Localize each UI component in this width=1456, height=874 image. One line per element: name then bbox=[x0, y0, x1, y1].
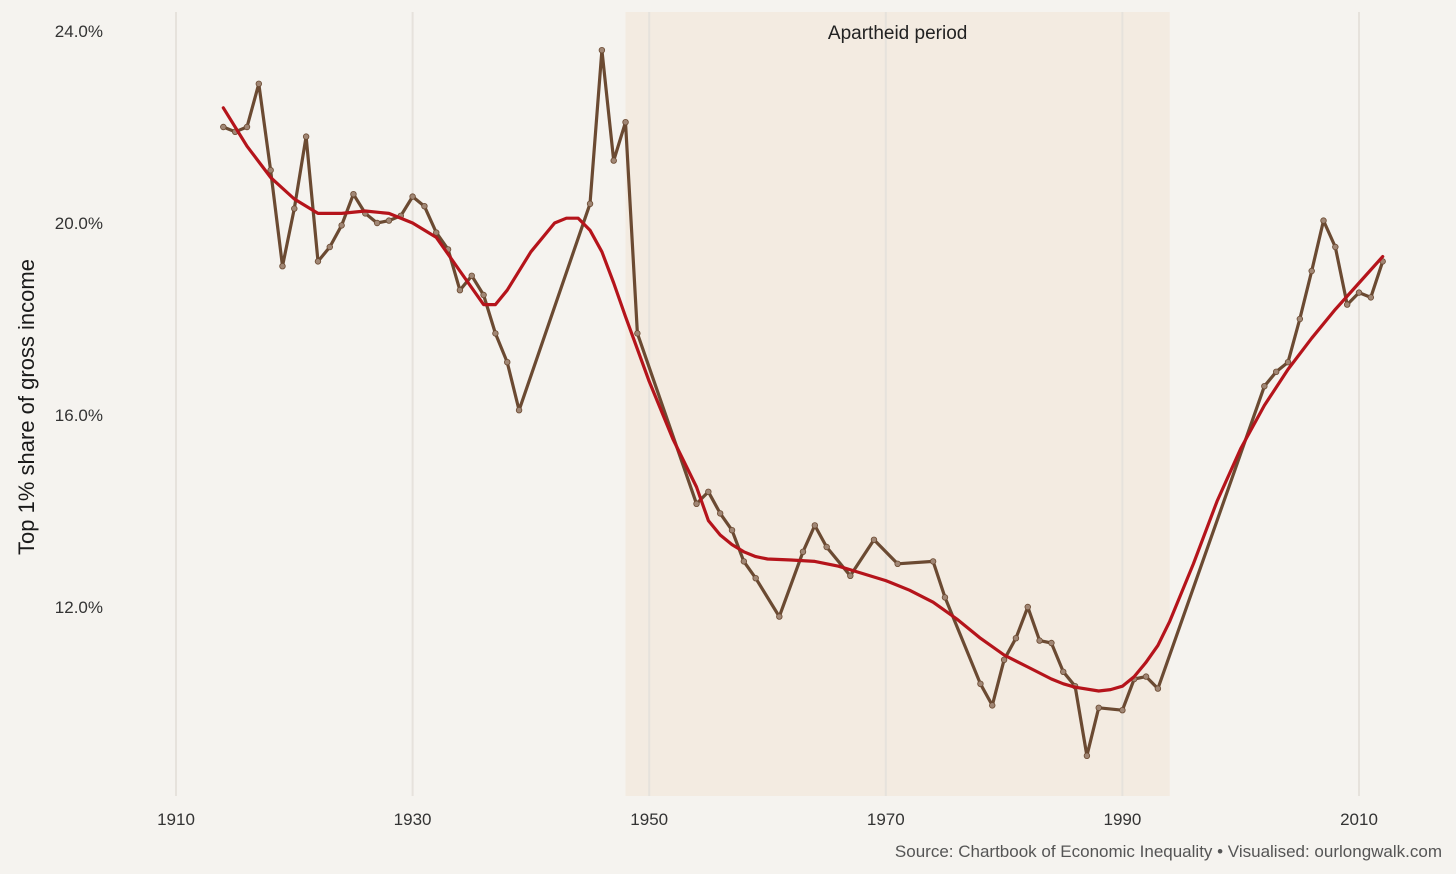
data-point bbox=[598, 47, 606, 54]
data-point bbox=[480, 291, 487, 299]
y-axis-title: Top 1% share of gross income bbox=[14, 259, 39, 555]
data-point bbox=[941, 594, 949, 601]
data-point bbox=[716, 510, 724, 517]
data-point bbox=[1142, 673, 1150, 680]
data-point bbox=[1154, 685, 1162, 692]
data-point bbox=[421, 202, 428, 210]
data-point bbox=[1332, 243, 1339, 251]
data-point bbox=[220, 123, 227, 131]
data-point bbox=[989, 702, 996, 709]
data-point bbox=[1320, 217, 1327, 224]
data-point bbox=[385, 217, 393, 224]
data-point bbox=[752, 575, 759, 582]
x-gridlines bbox=[175, 12, 1360, 796]
data-point bbox=[1284, 359, 1292, 366]
data-point bbox=[492, 330, 499, 337]
data-point bbox=[586, 200, 594, 207]
x-tick-label: 1950 bbox=[630, 810, 668, 829]
data-point bbox=[1308, 267, 1315, 275]
y-tick-label: 24.0% bbox=[55, 22, 103, 41]
y-axis-ticks: 12.0% 16.0% 20.0% 24.0% bbox=[55, 22, 103, 617]
data-point bbox=[929, 558, 937, 565]
data-point bbox=[977, 680, 984, 687]
smoothed-trend-line bbox=[221, 106, 1385, 693]
y-tick-label: 12.0% bbox=[55, 598, 103, 617]
data-point bbox=[811, 522, 819, 529]
apartheid-period-label: Apartheid period bbox=[828, 23, 967, 44]
data-point bbox=[634, 330, 641, 337]
data-point bbox=[776, 613, 783, 620]
data-point bbox=[740, 558, 748, 565]
data-point bbox=[705, 488, 712, 495]
data-point bbox=[1083, 752, 1091, 759]
data-point bbox=[1024, 603, 1031, 611]
y-tick-label: 20.0% bbox=[55, 214, 103, 233]
data-point bbox=[433, 229, 440, 236]
data-point bbox=[409, 193, 416, 200]
data-point bbox=[870, 536, 878, 543]
x-tick-label: 1910 bbox=[157, 810, 195, 829]
data-point bbox=[622, 118, 629, 126]
data-point bbox=[468, 272, 475, 279]
data-point bbox=[799, 548, 807, 555]
data-point bbox=[456, 287, 464, 294]
x-tick-label: 1970 bbox=[867, 810, 905, 829]
data-point bbox=[243, 123, 251, 131]
data-point bbox=[847, 572, 854, 579]
data-point bbox=[279, 263, 286, 270]
data-point bbox=[693, 500, 700, 507]
data-point bbox=[291, 205, 298, 212]
data-point bbox=[350, 190, 357, 198]
x-tick-label: 2010 bbox=[1340, 810, 1378, 829]
data-point bbox=[338, 222, 345, 229]
data-point bbox=[515, 407, 523, 414]
data-point bbox=[1012, 635, 1020, 642]
data-point bbox=[314, 258, 322, 265]
data-point bbox=[1261, 383, 1268, 390]
data-point bbox=[1355, 289, 1363, 296]
data-point bbox=[1272, 368, 1280, 375]
data-point bbox=[1343, 301, 1351, 308]
data-point bbox=[1000, 656, 1008, 663]
source-caption: Source: Chartbook of Economic Inequality… bbox=[895, 842, 1442, 861]
data-point bbox=[1036, 637, 1043, 644]
data-point bbox=[326, 243, 333, 251]
data-point bbox=[610, 157, 617, 164]
data-point bbox=[1048, 639, 1055, 647]
data-point bbox=[1060, 668, 1067, 675]
data-point bbox=[373, 219, 381, 227]
data-point bbox=[1095, 704, 1102, 711]
data-point bbox=[255, 80, 263, 87]
data-point bbox=[1367, 294, 1375, 301]
data-point bbox=[267, 166, 274, 174]
y-tick-label: 16.0% bbox=[55, 406, 103, 425]
data-point bbox=[1296, 315, 1304, 323]
x-tick-label: 1990 bbox=[1103, 810, 1141, 829]
apartheid-shaded-region bbox=[625, 12, 1170, 796]
data-point bbox=[302, 133, 310, 140]
data-point bbox=[504, 359, 511, 366]
data-point bbox=[1119, 707, 1126, 714]
x-axis-ticks: 1910 1930 1950 1970 1990 2010 bbox=[157, 810, 1378, 829]
data-point bbox=[894, 560, 901, 567]
series-smoothed-trend bbox=[221, 106, 1385, 693]
x-tick-label: 1930 bbox=[394, 810, 432, 829]
data-point bbox=[728, 527, 736, 534]
data-point bbox=[823, 543, 830, 551]
series-layer bbox=[220, 47, 1386, 759]
